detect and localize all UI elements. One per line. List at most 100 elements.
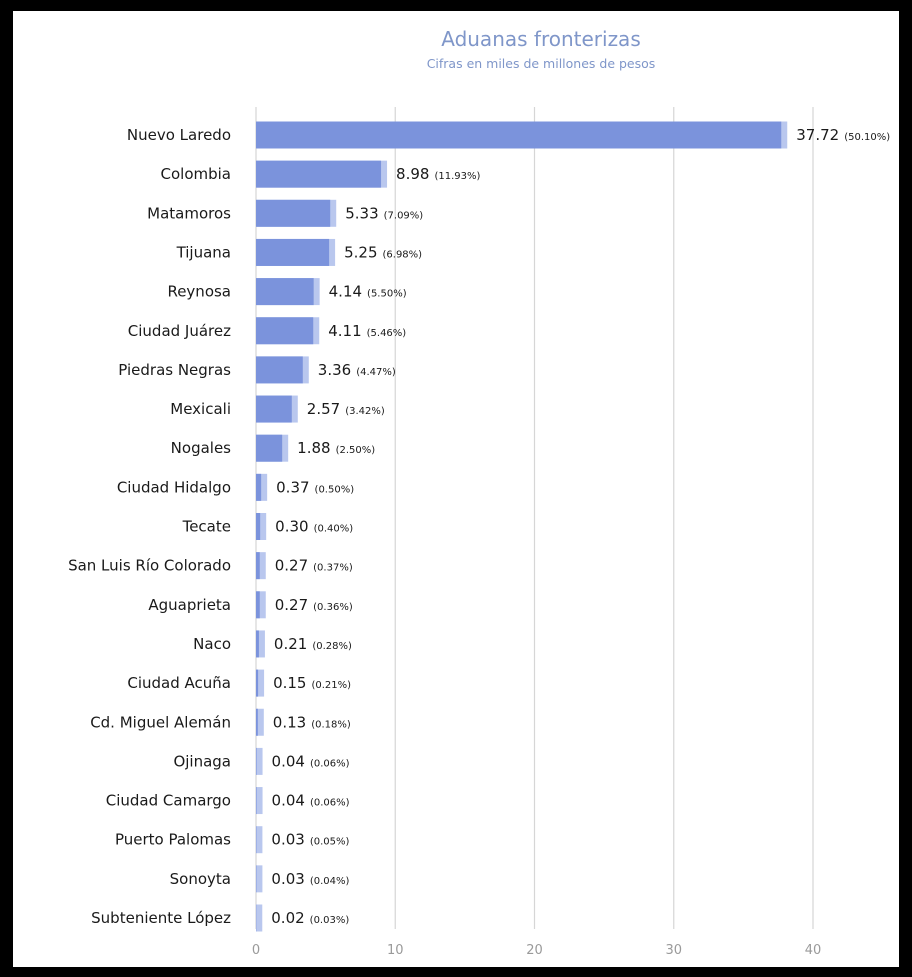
bar-row: Aguaprieta 0.27 (0.36%) [148, 591, 353, 619]
bar-row: Puerto Palomas 0.03 (0.05%) [115, 826, 349, 854]
value-label: 0.15 [273, 674, 306, 692]
category-label: Reynosa [167, 283, 231, 301]
data-label: 0.02 (0.03%) [271, 909, 349, 927]
data-label: 3.36 (4.47%) [318, 361, 396, 379]
bar-highlight [256, 826, 263, 854]
value-label: 4.14 [329, 283, 362, 301]
value-label: 0.03 [271, 831, 304, 849]
bar [256, 434, 283, 462]
category-label: Matamoros [147, 204, 231, 222]
bar [256, 278, 314, 306]
chart-frame: Aduanas fronterizas Cifras en miles de m… [10, 8, 902, 970]
data-label: 0.03 (0.04%) [271, 870, 349, 888]
x-tick-label: 10 [387, 943, 404, 958]
value-label: 1.88 [297, 439, 330, 457]
value-label: 5.33 [345, 204, 378, 222]
bar-highlight [256, 669, 265, 697]
percent-label: (0.18%) [311, 719, 351, 730]
bar [256, 669, 259, 697]
category-label: Subteniente López [91, 909, 231, 927]
value-label: 0.21 [274, 635, 307, 653]
value-label: 0.27 [275, 557, 308, 575]
bar-highlight [256, 630, 265, 658]
data-label: 5.33 (7.09%) [345, 204, 423, 222]
data-label: 37.72 (50.10%) [796, 126, 890, 144]
percent-label: (3.42%) [345, 406, 385, 417]
percent-label: (11.93%) [434, 171, 480, 182]
category-label: Ciudad Acuña [127, 674, 231, 692]
bars-group: Nuevo Laredo 37.72 (50.10%) Colombia 8.98 (11… [68, 121, 890, 932]
data-label: 0.30 (0.40%) [275, 518, 353, 536]
category-label: Sonoyta [170, 870, 231, 888]
value-label: 0.30 [275, 518, 308, 536]
percent-label: (0.03%) [310, 915, 350, 926]
category-label: Colombia [161, 165, 232, 183]
bar [256, 591, 260, 619]
bar-row: Naco 0.21 (0.28%) [193, 630, 352, 658]
data-label: 4.11 (5.46%) [328, 322, 406, 340]
chart-subtitle: Cifras en miles de millones de pesos [427, 56, 656, 71]
bar-row: Ciudad Acuña 0.15 (0.21%) [127, 669, 351, 697]
bar-row: Colombia 8.98 (11.93%) [161, 160, 480, 188]
value-label: 37.72 [796, 126, 839, 144]
bar-row: Piedras Negras 3.36 (4.47%) [118, 356, 396, 384]
bar [256, 473, 262, 501]
category-label: Tecate [182, 518, 231, 536]
x-tick-label: 20 [526, 943, 543, 958]
bar-highlight [256, 513, 267, 540]
category-label: Tijuana [176, 243, 231, 261]
category-label: Cd. Miguel Alemán [90, 713, 231, 731]
bar-highlight [256, 865, 263, 893]
bar-chart: Aduanas fronterizas Cifras en miles de m… [68, 27, 890, 958]
chart-title: Aduanas fronterizas [441, 27, 641, 51]
bar-row: San Luis Río Colorado 0.27 (0.37%) [68, 552, 353, 580]
data-label: 0.04 (0.06%) [272, 792, 350, 810]
value-label: 0.04 [272, 792, 305, 810]
bar [256, 630, 259, 658]
bar [256, 317, 314, 345]
bar-highlight [256, 591, 266, 619]
category-label: Naco [193, 635, 231, 653]
bar-row: Ciudad Hidalgo 0.37 (0.50%) [117, 473, 355, 501]
value-label: 8.98 [396, 165, 429, 183]
data-label: 0.13 (0.18%) [273, 713, 351, 731]
data-label: 2.57 (3.42%) [307, 400, 385, 418]
bar-highlight [256, 473, 268, 501]
percent-label: (5.50%) [367, 289, 407, 300]
bar-row: Subteniente López 0.02 (0.03%) [91, 904, 349, 932]
x-tick-label: 30 [665, 943, 682, 958]
data-label: 1.88 (2.50%) [297, 439, 375, 457]
category-label: Mexicali [170, 400, 231, 418]
bar-row: Ciudad Juárez 4.11 (5.46%) [128, 317, 406, 345]
bar [256, 552, 260, 580]
percent-label: (0.36%) [313, 602, 353, 613]
percent-label: (0.05%) [310, 837, 350, 848]
x-axis-ticks: 0 10 20 30 40 [252, 943, 821, 958]
percent-label: (0.21%) [311, 680, 351, 691]
percent-label: (0.50%) [315, 484, 355, 495]
category-label: Ciudad Juárez [128, 322, 231, 340]
percent-label: (2.50%) [336, 445, 376, 456]
category-label: Puerto Palomas [115, 831, 231, 849]
bar [256, 513, 261, 540]
data-label: 0.15 (0.21%) [273, 674, 351, 692]
data-label: 0.21 (0.28%) [274, 635, 352, 653]
category-label: Nuevo Laredo [127, 126, 231, 144]
percent-label: (0.40%) [314, 524, 354, 535]
bar-row: Cd. Miguel Alemán 0.13 (0.18%) [90, 708, 351, 736]
data-label: 4.14 (5.50%) [329, 283, 407, 301]
value-label: 3.36 [318, 361, 351, 379]
percent-label: (4.47%) [356, 367, 396, 378]
percent-label: (0.04%) [310, 876, 350, 887]
bar [256, 160, 382, 188]
data-label: 0.03 (0.05%) [271, 831, 349, 849]
category-label: Aguaprieta [148, 596, 231, 614]
value-label: 0.04 [272, 752, 305, 770]
bar-highlight [256, 747, 263, 775]
value-label: 2.57 [307, 400, 340, 418]
bar-row: Matamoros 5.33 (7.09%) [147, 199, 423, 227]
data-label: 0.27 (0.37%) [275, 557, 353, 575]
category-label: Nogales [171, 439, 232, 457]
bar [256, 787, 257, 815]
bar [256, 747, 257, 775]
